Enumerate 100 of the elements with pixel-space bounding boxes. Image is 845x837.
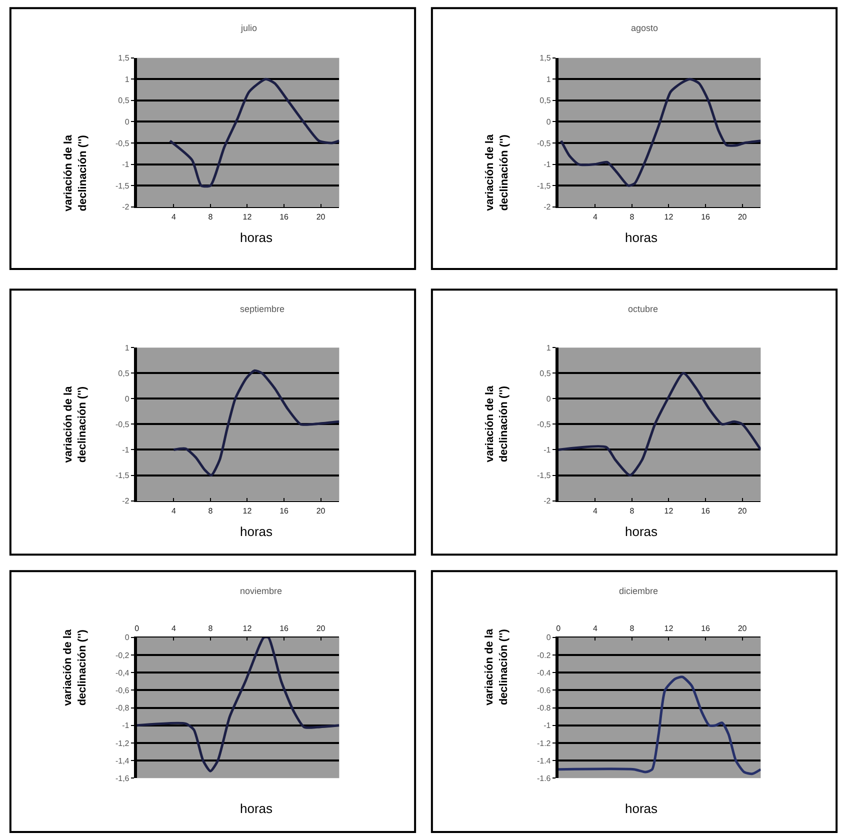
y-tick-label: -2 [544,202,552,212]
line-series [172,369,340,477]
y-tick-label: 1,5 [118,54,130,63]
x-axis-title: horas [240,801,274,816]
y-tick-label: -1 [544,721,552,730]
x-axis-title: horas [625,230,658,245]
y-tick-label: -0,5 [536,420,552,430]
x-tick-label: 20 [738,506,748,516]
y-tick-label: 0 [546,394,552,404]
y-tick-label: -1 [544,160,552,170]
x-tick-label: 12 [242,212,252,222]
x-tick-label: 20 [316,624,326,634]
x-tick-label: 20 [316,212,326,222]
x-tick-label: 20 [738,212,748,222]
y-tick-label: -2 [122,496,130,506]
y-tick-label: -1,6 [115,774,130,783]
x-tick-label: 4 [171,624,176,634]
y-tick-label: -1 [122,160,130,170]
y-tick-label: 0 [124,633,130,642]
y-tick-label: 0 [124,117,130,126]
x-axis-title: horas [625,524,658,539]
line-series [168,78,340,188]
y-tick-label: -0,8 [115,704,130,713]
y-tick-label: 1 [546,343,552,352]
y-tick-label: -1,2 [115,738,130,748]
y-tick-label: 0,5 [540,368,552,378]
y-tick-label: -1,5 [115,471,130,480]
x-tick-label: 12 [664,506,674,516]
x-tick-label: 8 [630,212,635,222]
y-tick-label: 1 [546,74,552,84]
y-tick-label: 1 [124,343,130,352]
y-axis-title: variación de la declinación ('') [62,628,89,706]
y-tick-label: -1,4 [115,756,130,766]
y-tick-label: 0,5 [118,368,130,378]
y-tick-label: -0,5 [115,420,130,430]
y-tick-label: -1 [122,721,130,730]
x-axis-title: horas [240,524,274,539]
x-tick-label: 8 [208,506,214,516]
y-tick-label: -1 [122,446,130,455]
x-axis-title: horas [240,230,274,245]
x-tick-label: 20 [316,506,326,516]
x-tick-label: 12 [242,506,252,516]
x-axis-title: horas [625,801,658,816]
y-axis-title: variación de la declinación ('') [484,628,510,706]
y-tick-label: 0,5 [540,96,552,106]
y-tick-label: -1.6 [536,774,552,783]
x-tick-label: 4 [592,506,598,516]
y-tick-label: 0,5 [118,96,130,106]
y-tick-label: -2 [122,202,130,212]
y-tick-label: -0.2 [536,650,552,660]
x-tick-label: 8 [208,212,214,222]
y-tick-label: -1,5 [115,181,130,190]
x-tick-label: 4 [171,506,176,516]
x-tick-label: 4 [592,624,598,634]
y-axis-title: variación de la declinación ('') [484,384,510,462]
y-tick-label: -0.8 [536,704,552,713]
y-axis-title: variación de la declinación ('') [62,134,89,212]
x-tick-label: 16 [280,212,290,222]
x-tick-label: 16 [280,624,290,634]
y-tick-label: -1.4 [536,756,552,766]
y-tick-label: 1,5 [540,54,552,63]
y-tick-label: 0 [546,117,552,126]
y-tick-label: 0 [546,633,552,642]
x-tick-label: 16 [701,212,711,222]
y-tick-label: -1,5 [536,471,552,480]
x-tick-label: 20 [738,624,748,634]
x-tick-label: 0 [556,624,562,634]
x-tick-label: 8 [630,506,635,516]
x-tick-label: 8 [208,624,214,634]
y-tick-label: -0,5 [536,138,552,148]
x-tick-label: 4 [171,212,176,222]
x-tick-label: 12 [664,212,674,222]
chart-title: septiembre [240,304,285,314]
x-tick-label: 12 [242,624,252,634]
x-tick-label: 12 [664,624,674,634]
y-tick-label: -2 [544,496,552,506]
chart-title: octubre [628,304,658,314]
x-tick-label: 16 [280,506,290,516]
y-tick-label: -0,2 [115,650,130,660]
x-tick-label: 0 [134,624,140,634]
y-tick-label: -1 [544,446,552,455]
y-axis-title: variación de la declinación ('') [62,385,89,463]
y-tick-label: -0.6 [536,686,552,696]
y-tick-label: -0,5 [115,138,130,148]
chart-title: agosto [631,23,658,33]
chart-title: julio [240,23,258,33]
x-tick-label: 8 [630,624,635,634]
y-tick-label: -1.2 [536,738,552,748]
chart-title: diciembre [619,586,658,596]
chart-title: noviembre [240,586,282,596]
y-tick-label: 0 [124,394,130,404]
x-tick-label: 16 [701,506,711,516]
y-tick-label: -0.4 [536,668,552,678]
y-tick-label: -1,5 [536,181,552,190]
x-tick-label: 16 [701,624,711,634]
x-tick-label: 4 [592,212,598,222]
y-tick-label: 1 [124,74,130,84]
y-tick-label: -0,4 [115,668,130,678]
y-axis-title: variación de la declinación ('') [484,134,510,211]
y-tick-label: -0,6 [115,686,130,696]
